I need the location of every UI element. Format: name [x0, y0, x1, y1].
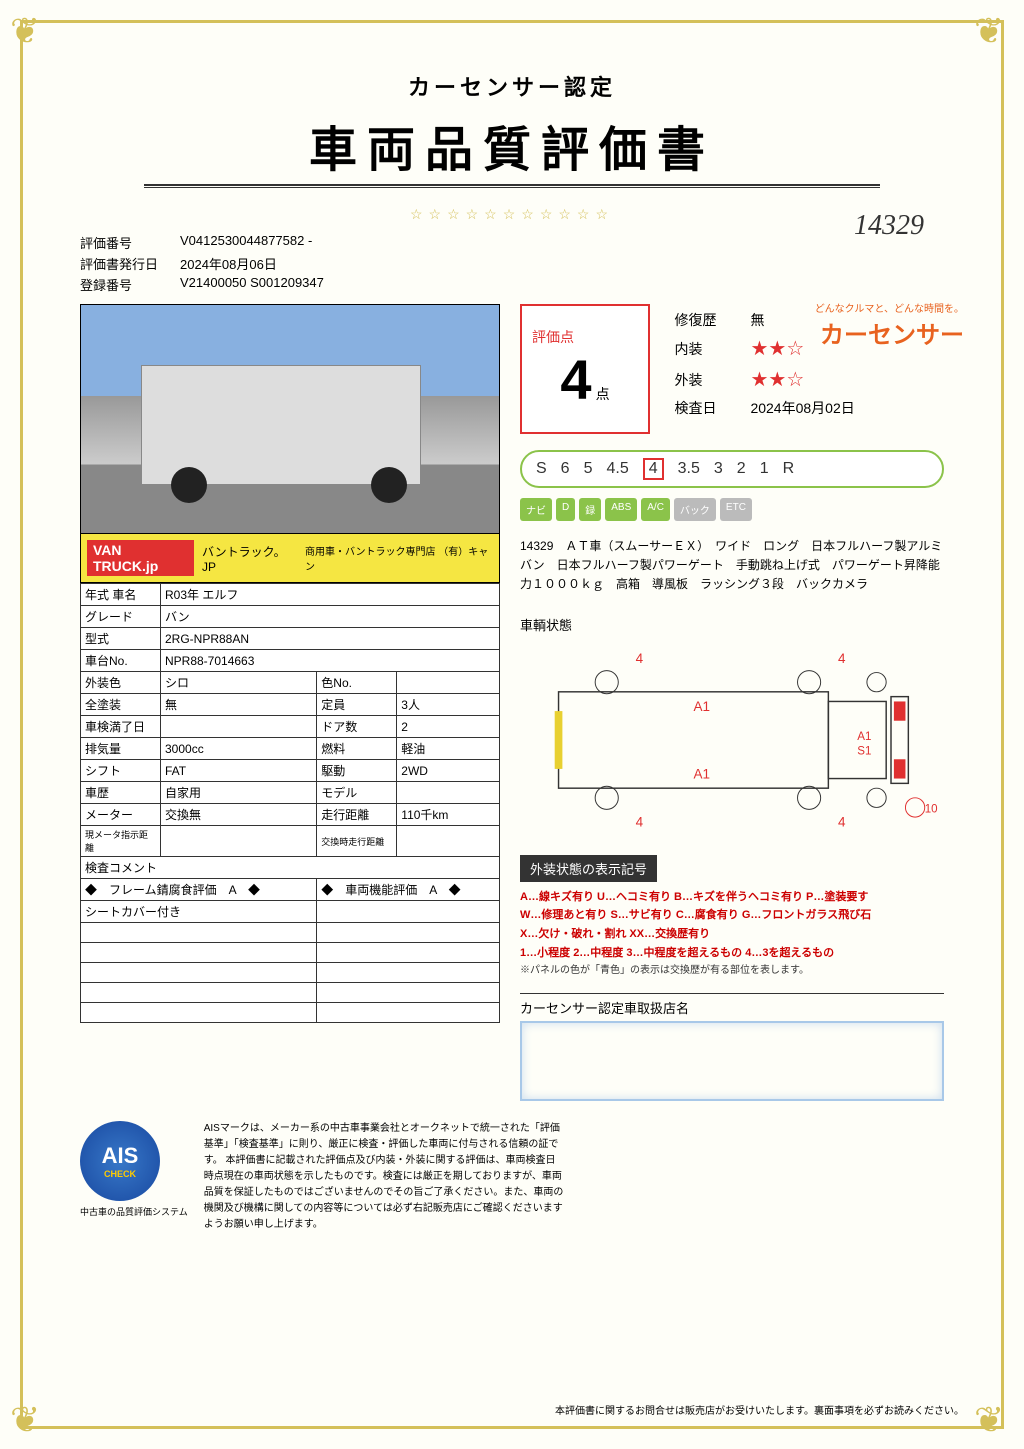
exterior-stars: ★★☆ — [750, 367, 804, 392]
feature-badge: ナビ — [520, 498, 552, 521]
left-column: VAN TRUCK.jp バントラック。JP 商用車・バントラック専門店 （有）… — [80, 304, 500, 1101]
scale-tick: 3.5 — [678, 460, 700, 478]
mark: A1 — [857, 731, 871, 743]
vehicle-photo — [80, 304, 500, 534]
subtitle: カーセンサー認定 — [40, 70, 984, 102]
interior-label: 内装 — [674, 339, 734, 359]
scale-tick: R — [783, 460, 795, 478]
ais-block: AIS CHECK 中古車の品質評価システム — [80, 1121, 188, 1218]
scale-tick: 4.5 — [606, 460, 628, 478]
score-scale: S65 4.5 4 3.5 321R — [520, 450, 944, 488]
reg-label: 登録番号 — [80, 275, 180, 294]
vehicle-diagram: 4 4 A1 A1 S1 A1 4 4 10 — [520, 640, 944, 840]
score-label: 評価点 — [532, 327, 574, 347]
eval-no: V0412530044877582 - — [180, 233, 312, 252]
frame-eval: ◆ フレーム錆腐食評価 A ◆ — [81, 879, 317, 901]
score-unit: 点 — [596, 386, 610, 402]
feature-badges: ナビD録ABSA/CバックETC — [520, 498, 944, 521]
func-eval: ◆ 車両機能評価 A ◆ — [317, 879, 500, 901]
footnote: 本評価書に関するお問合せは販売店がお受けいたします。裏面事項を必ずお読みください… — [555, 1402, 964, 1417]
feature-badge: A/C — [641, 498, 670, 521]
scale-tick: 1 — [760, 460, 769, 478]
feature-badge: D — [556, 498, 575, 521]
exterior-label: 外装 — [674, 370, 734, 390]
meta-block: 評価番号V0412530044877582 - 評価書発行日2024年08月06… — [80, 233, 984, 294]
wheel-shape — [371, 467, 407, 503]
spec-table: 年式 車名R03年 エルフ グレードバン 型式2RG-NPR88AN 車台No.… — [80, 583, 500, 1023]
ais-name: AIS — [102, 1143, 139, 1169]
mark: 4 — [636, 650, 644, 665]
certificate-page: ❦ ❦ ❦ ❦ カーセンサー認定 車両品質評価書 14329 ☆☆☆☆☆☆☆☆☆… — [0, 0, 1024, 1449]
corner-ornament: ❦ — [10, 1399, 50, 1439]
mark: 4 — [636, 814, 644, 829]
inspection-comment-label: 検査コメント — [81, 857, 500, 879]
scale-tick: 3 — [714, 460, 723, 478]
brand-block: どんなクルマと、どんな時間を。 カーセンサー — [815, 300, 964, 350]
dealer-box — [520, 1021, 944, 1101]
ais-caption: 中古車の品質評価システム — [80, 1205, 188, 1218]
footer-text: AISマークは、メーカー系の中古車事業会社とオークネットで統一された「評価基準」… — [204, 1121, 564, 1233]
brand-name: カーセンサー — [815, 315, 964, 350]
scale-tick: S — [536, 460, 547, 478]
ais-badge: AIS CHECK — [80, 1121, 160, 1201]
mark: 10 — [925, 803, 938, 815]
scale-tick: 4 — [643, 458, 664, 480]
stars-divider: ☆☆☆☆☆☆☆☆☆☆☆ — [40, 206, 984, 223]
mark: 4 — [838, 650, 846, 665]
main-title: 車両品質評価書 — [40, 110, 984, 180]
handwritten-number: 14329 — [854, 210, 924, 242]
content-columns: VAN TRUCK.jp バントラック。JP 商用車・バントラック専門店 （有）… — [80, 304, 944, 1101]
mark: A1 — [693, 699, 710, 714]
dealer-label: カーセンサー認定車取扱店名 — [520, 993, 944, 1017]
mark: A1 — [693, 766, 710, 781]
header: カーセンサー認定 車両品質評価書 — [40, 70, 984, 188]
repair-value: 無 — [750, 310, 764, 330]
mark: 4 — [838, 814, 846, 829]
feature-badge: バック — [674, 498, 716, 521]
feature-badge: 録 — [579, 498, 601, 521]
ais-sub: CHECK — [104, 1169, 136, 1179]
eval-no-label: 評価番号 — [80, 233, 180, 252]
spec-label: 年式 車名 — [81, 584, 161, 606]
inspect-label: 検査日 — [674, 398, 734, 418]
scale-tick: 2 — [737, 460, 746, 478]
scale-tick: 5 — [584, 460, 593, 478]
vantruck-logo: VAN TRUCK.jp — [87, 540, 194, 576]
caption-text2: 商用車・バントラック専門店 （有）キャン — [305, 543, 493, 573]
legend-title: 外装状態の表示記号 — [520, 855, 657, 882]
caption-text1: バントラック。JP — [202, 543, 297, 574]
footer-block: AIS CHECK 中古車の品質評価システム AISマークは、メーカー系の中古車… — [80, 1121, 944, 1233]
feature-badge: ETC — [720, 498, 752, 521]
brand-tagline: どんなクルマと、どんな時間を。 — [815, 300, 964, 315]
diagram-label: 車輌状態 — [520, 615, 944, 634]
corner-ornament: ❦ — [974, 1399, 1014, 1439]
interior-stars: ★★☆ — [750, 336, 804, 361]
issue-label: 評価書発行日 — [80, 254, 180, 273]
score-box: 評価点 4点 — [520, 304, 650, 434]
corner-ornament: ❦ — [974, 10, 1014, 50]
feature-badge: ABS — [605, 498, 637, 521]
legend-body: A…線キズ有り U…ヘコミ有り B…キズを伴うヘコミ有り P…塗装要す W…修理… — [520, 888, 944, 980]
wheel-shape — [171, 467, 207, 503]
photo-caption: VAN TRUCK.jp バントラック。JP 商用車・バントラック専門店 （有）… — [80, 534, 500, 583]
vehicle-description: 14329 ＡＴ車（スムーサーＥＸ） ワイド ロング 日本フルハーフ製アルミバン… — [520, 537, 944, 595]
legend: 外装状態の表示記号 A…線キズ有り U…ヘコミ有り B…キズを伴うヘコミ有り P… — [520, 855, 944, 980]
corner-ornament: ❦ — [10, 10, 50, 50]
mark: S1 — [857, 745, 871, 757]
title-underline — [144, 184, 880, 188]
spec-value: R03年 エルフ — [161, 584, 500, 606]
score-value: 4 — [560, 348, 591, 411]
right-column: 評価点 4点 修復歴無 内装★★☆ 外装★★☆ 検査日2024年08月02日 S… — [520, 304, 944, 1101]
inspect-date: 2024年08月02日 — [750, 398, 854, 418]
issue-date: 2024年08月06日 — [180, 254, 277, 273]
repair-label: 修復歴 — [674, 310, 734, 330]
scale-tick: 6 — [561, 460, 570, 478]
reg-no: V21400050 S001209347 — [180, 275, 324, 294]
